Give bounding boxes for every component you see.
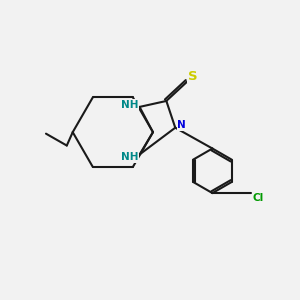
Text: S: S — [188, 70, 197, 83]
Text: NH: NH — [121, 100, 139, 110]
Text: NH: NH — [121, 152, 139, 162]
Text: NH: NH — [121, 100, 139, 110]
Text: Cl: Cl — [253, 193, 264, 202]
Text: Cl: Cl — [253, 193, 264, 202]
Text: N: N — [177, 120, 186, 130]
Text: NH: NH — [121, 152, 139, 162]
Text: S: S — [188, 70, 197, 83]
Text: N: N — [177, 120, 186, 130]
